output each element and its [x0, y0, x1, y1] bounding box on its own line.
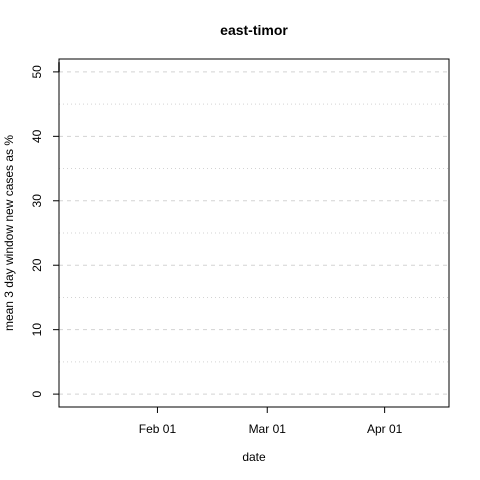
chart-title: east-timor	[220, 22, 288, 38]
x-axis-label: date	[242, 450, 266, 464]
y-tick-label: 0	[30, 390, 44, 397]
grid-layer	[59, 71, 449, 395]
y-axis-label: mean 3 day window new cases as %	[2, 135, 16, 331]
x-tick-label: Feb 01	[139, 422, 177, 436]
y-tick-label: 20	[30, 258, 44, 272]
y-tick-label: 10	[30, 323, 44, 337]
plot-frame	[58, 58, 450, 408]
y-axis: 0 10 20 30 40 50	[30, 65, 59, 397]
y-tick-label: 40	[30, 129, 44, 143]
y-tick-label: 50	[30, 65, 44, 79]
x-axis: Feb 01 Mar 01 Apr 01	[139, 407, 403, 436]
x-tick-label: Mar 01	[249, 422, 287, 436]
y-tick-label: 30	[30, 194, 44, 208]
x-tick-label: Apr 01	[367, 422, 403, 436]
